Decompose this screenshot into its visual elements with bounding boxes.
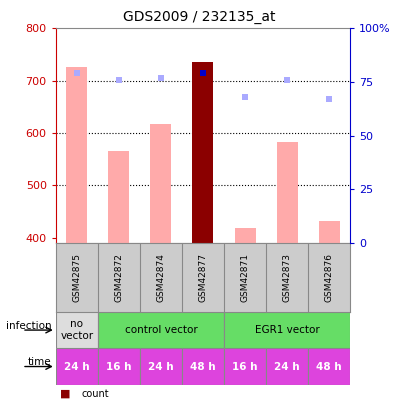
Text: 16 h: 16 h bbox=[232, 362, 258, 371]
Text: control vector: control vector bbox=[125, 325, 197, 335]
Text: GSM42874: GSM42874 bbox=[156, 253, 166, 302]
Bar bbox=[98, 312, 224, 348]
Point bbox=[284, 77, 290, 83]
Point bbox=[242, 94, 248, 100]
Bar bbox=[108, 151, 129, 243]
Bar bbox=[150, 124, 172, 243]
Text: GSM42875: GSM42875 bbox=[72, 253, 81, 302]
Text: 24 h: 24 h bbox=[274, 362, 300, 371]
Bar bbox=[234, 228, 256, 243]
Text: EGR1 vector: EGR1 vector bbox=[255, 325, 320, 335]
Point bbox=[200, 70, 206, 77]
Text: GSM42873: GSM42873 bbox=[283, 253, 292, 302]
Text: 48 h: 48 h bbox=[190, 362, 216, 371]
Text: count: count bbox=[82, 389, 109, 399]
Bar bbox=[319, 221, 340, 243]
Bar bbox=[266, 348, 308, 385]
Point bbox=[326, 96, 332, 102]
Point bbox=[74, 70, 80, 77]
Text: no
vector: no vector bbox=[60, 319, 93, 341]
Point bbox=[158, 75, 164, 81]
Text: 16 h: 16 h bbox=[106, 362, 132, 371]
Bar bbox=[66, 67, 87, 243]
Text: GSM42876: GSM42876 bbox=[325, 253, 334, 302]
Text: GSM42877: GSM42877 bbox=[199, 253, 207, 302]
Bar bbox=[193, 62, 213, 243]
Text: GDS2009 / 232135_at: GDS2009 / 232135_at bbox=[123, 10, 275, 24]
Bar bbox=[56, 312, 98, 348]
Bar bbox=[56, 348, 98, 385]
Text: 48 h: 48 h bbox=[316, 362, 342, 371]
Bar bbox=[98, 348, 140, 385]
Text: infection: infection bbox=[6, 321, 52, 331]
Bar bbox=[277, 143, 298, 243]
Bar bbox=[182, 348, 224, 385]
Text: ■: ■ bbox=[60, 389, 70, 399]
Point bbox=[116, 77, 122, 83]
Bar bbox=[224, 312, 350, 348]
Bar bbox=[140, 348, 182, 385]
Text: GSM42871: GSM42871 bbox=[240, 253, 250, 302]
Bar bbox=[224, 348, 266, 385]
Bar bbox=[308, 348, 350, 385]
Text: GSM42872: GSM42872 bbox=[114, 253, 123, 302]
Text: 24 h: 24 h bbox=[64, 362, 90, 371]
Text: time: time bbox=[28, 358, 52, 367]
Text: 24 h: 24 h bbox=[148, 362, 174, 371]
